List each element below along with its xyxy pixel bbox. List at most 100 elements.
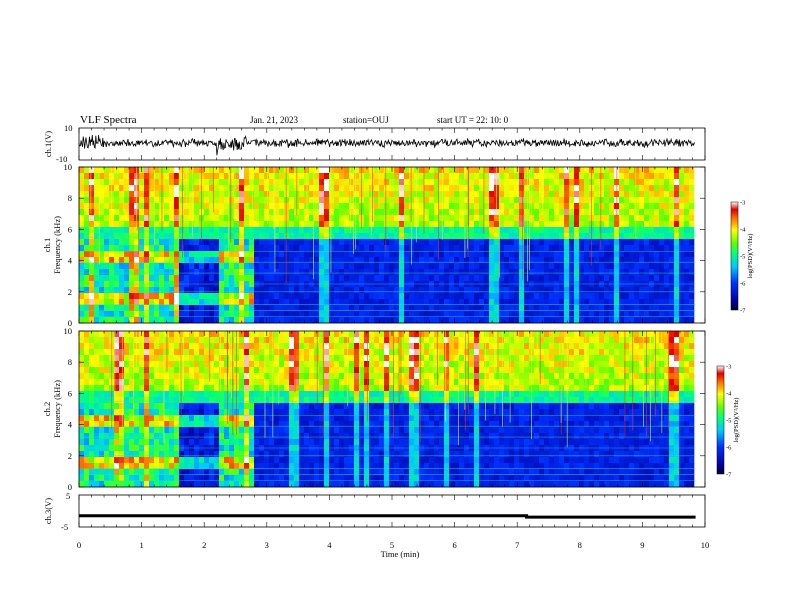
ch1-spectrogram-cell	[309, 293, 315, 300]
ch1-spectrogram-cell	[544, 251, 550, 258]
ch2-spectrogram-cell	[259, 349, 265, 356]
ch2-spectrogram-cell	[174, 373, 180, 380]
ch1-spectrogram-cell	[599, 221, 605, 228]
ch1-spectrogram-cell	[434, 173, 440, 180]
ch1-spectrogram-cell	[349, 197, 355, 204]
ch1-spectrogram-cell	[214, 299, 220, 306]
ch1-spectrogram-cell	[469, 179, 475, 186]
ch2-spectrogram-cell	[89, 391, 95, 398]
ch1-spectrogram-cell	[459, 209, 465, 216]
ch1-spectrogram-cell	[89, 299, 95, 306]
ch1-spectrogram-cell	[559, 245, 565, 252]
ch2-spectrogram-cell	[244, 457, 250, 464]
ch2-spectrogram-cell	[199, 481, 205, 488]
ch1-spectrogram-cell	[589, 311, 595, 318]
ch2-spectrogram-cell	[94, 475, 100, 482]
ch1-spectrogram-cell	[619, 311, 625, 318]
ch1-spectrogram-cell	[129, 203, 135, 210]
ch2-spectrogram-cell	[79, 439, 85, 446]
ch1-spectrogram-cell	[214, 227, 220, 234]
ch1-spectrogram-cell	[449, 251, 455, 258]
ch1-spectrogram-cell	[649, 299, 655, 306]
ch2-spectrogram-cell	[139, 421, 145, 428]
ch2-spectrogram-cell	[99, 343, 105, 350]
ch2-spectrogram-cell	[244, 385, 250, 392]
ch1-spectrogram-cell	[479, 215, 485, 222]
ch1-spectrogram-cell	[569, 299, 575, 306]
ch1-spectrogram-cell	[634, 293, 640, 300]
ch1-spectrogram-cell	[139, 311, 145, 318]
ch1-spectrogram-cell	[359, 251, 365, 258]
ch1-spectrogram-cell	[239, 287, 245, 294]
ch1-spectrogram-cell	[299, 233, 305, 240]
ch1-spectrogram-cell	[584, 185, 590, 192]
ch1-spectrogram-cell	[104, 185, 110, 192]
ch2-spectrogram-cell	[154, 451, 160, 458]
ch2-spectrogram-cell	[239, 331, 245, 338]
ch1-spectrogram-cell	[169, 305, 175, 312]
ch2-spectrogram-cell	[319, 385, 325, 392]
ch1-spectrogram-cell	[279, 263, 285, 270]
ch1-spectrogram-cell	[284, 269, 290, 276]
ch1-spectrogram-cell	[624, 317, 630, 324]
ch1-spectrogram-cell	[389, 239, 395, 246]
ch1-spectrogram-cell	[604, 299, 610, 306]
ch2-spectrogram-cell	[104, 463, 110, 470]
ch1-spectrogram-cell	[289, 317, 295, 324]
ch1-spectrogram-cell	[294, 293, 300, 300]
ch2-spectrogram-cell	[349, 421, 355, 428]
ch1-spectrogram-cell	[564, 293, 570, 300]
ch1-spectrogram-cell	[679, 227, 685, 234]
ch1-colorbar: -3-4-5-6-7 log(PSD)(V²/Hz)	[730, 200, 754, 315]
ch1-spectrogram-cell	[429, 305, 435, 312]
ch1-spectrogram-cell	[644, 197, 650, 204]
ch1-spectrogram-cell	[189, 245, 195, 252]
ch1-spectrogram-cell	[119, 317, 125, 324]
ch1-spectrogram-cell	[609, 239, 615, 246]
ch1-spectrogram-cell	[89, 173, 95, 180]
ch2-spectrogram-cell	[259, 403, 265, 410]
ch2-spectrogram-cell	[94, 379, 100, 386]
ch1-spectrogram-cell	[219, 251, 225, 258]
ch2-spectrogram-cell	[179, 391, 185, 398]
ch1-spectrogram-cell	[529, 191, 535, 198]
ch1-spectrogram-cell	[674, 311, 680, 318]
ch2-spectrogram-cell	[314, 403, 320, 410]
ch1-spectrogram-cell	[499, 239, 505, 246]
ch2-spectrogram-cell	[269, 343, 275, 350]
ch1-spectrogram-cell	[444, 233, 450, 240]
ch2-spectrogram-cell	[99, 409, 105, 416]
ch1-spectrogram-cell	[219, 311, 225, 318]
ch1-spectrogram-cell	[614, 239, 620, 246]
ch1-spectrogram-cell	[474, 299, 480, 306]
ch1-spectrogram-cell	[629, 251, 635, 258]
ch1-spectrogram-cell	[594, 215, 600, 222]
ch1-spectrogram-cell	[309, 287, 315, 294]
ch1-spectrogram-cell	[84, 215, 90, 222]
ch1-spectrogram-cell	[154, 221, 160, 228]
ch1-spectrogram-cell	[689, 209, 695, 216]
ch1-spectrogram-cell	[364, 317, 370, 324]
ch1-spectrogram-cell	[274, 167, 280, 174]
ch1-spectrogram-cell	[514, 239, 520, 246]
ch2-spectrogram-cell	[329, 403, 335, 410]
ch1-spectrogram-cell	[639, 263, 645, 270]
ch2-spectrogram-cell	[279, 421, 285, 428]
ch1-spectrogram-cell	[524, 221, 530, 228]
ch2-spectrogram-cell	[314, 373, 320, 380]
ch1-spectrogram-cell	[444, 317, 450, 324]
ch2-spectrogram-cell	[94, 469, 100, 476]
ch2-spectrogram-cell	[334, 469, 340, 476]
ch1-spectrogram-cell	[169, 215, 175, 222]
ch1-spectrogram-cell	[89, 293, 95, 300]
ch2-spectrogram-cell	[294, 331, 300, 338]
ch1-spectrogram-cell	[484, 233, 490, 240]
ch1-spectrogram-cell	[609, 173, 615, 180]
ch1-spectrogram-cell	[494, 257, 500, 264]
ch1-spectrogram-cell	[129, 185, 135, 192]
ch2-spectrogram-cell	[79, 349, 85, 356]
ch2-spectrogram-cell	[129, 391, 135, 398]
ch2-spectrogram-cell	[94, 463, 100, 470]
ch2-spectrogram-cell	[319, 373, 325, 380]
